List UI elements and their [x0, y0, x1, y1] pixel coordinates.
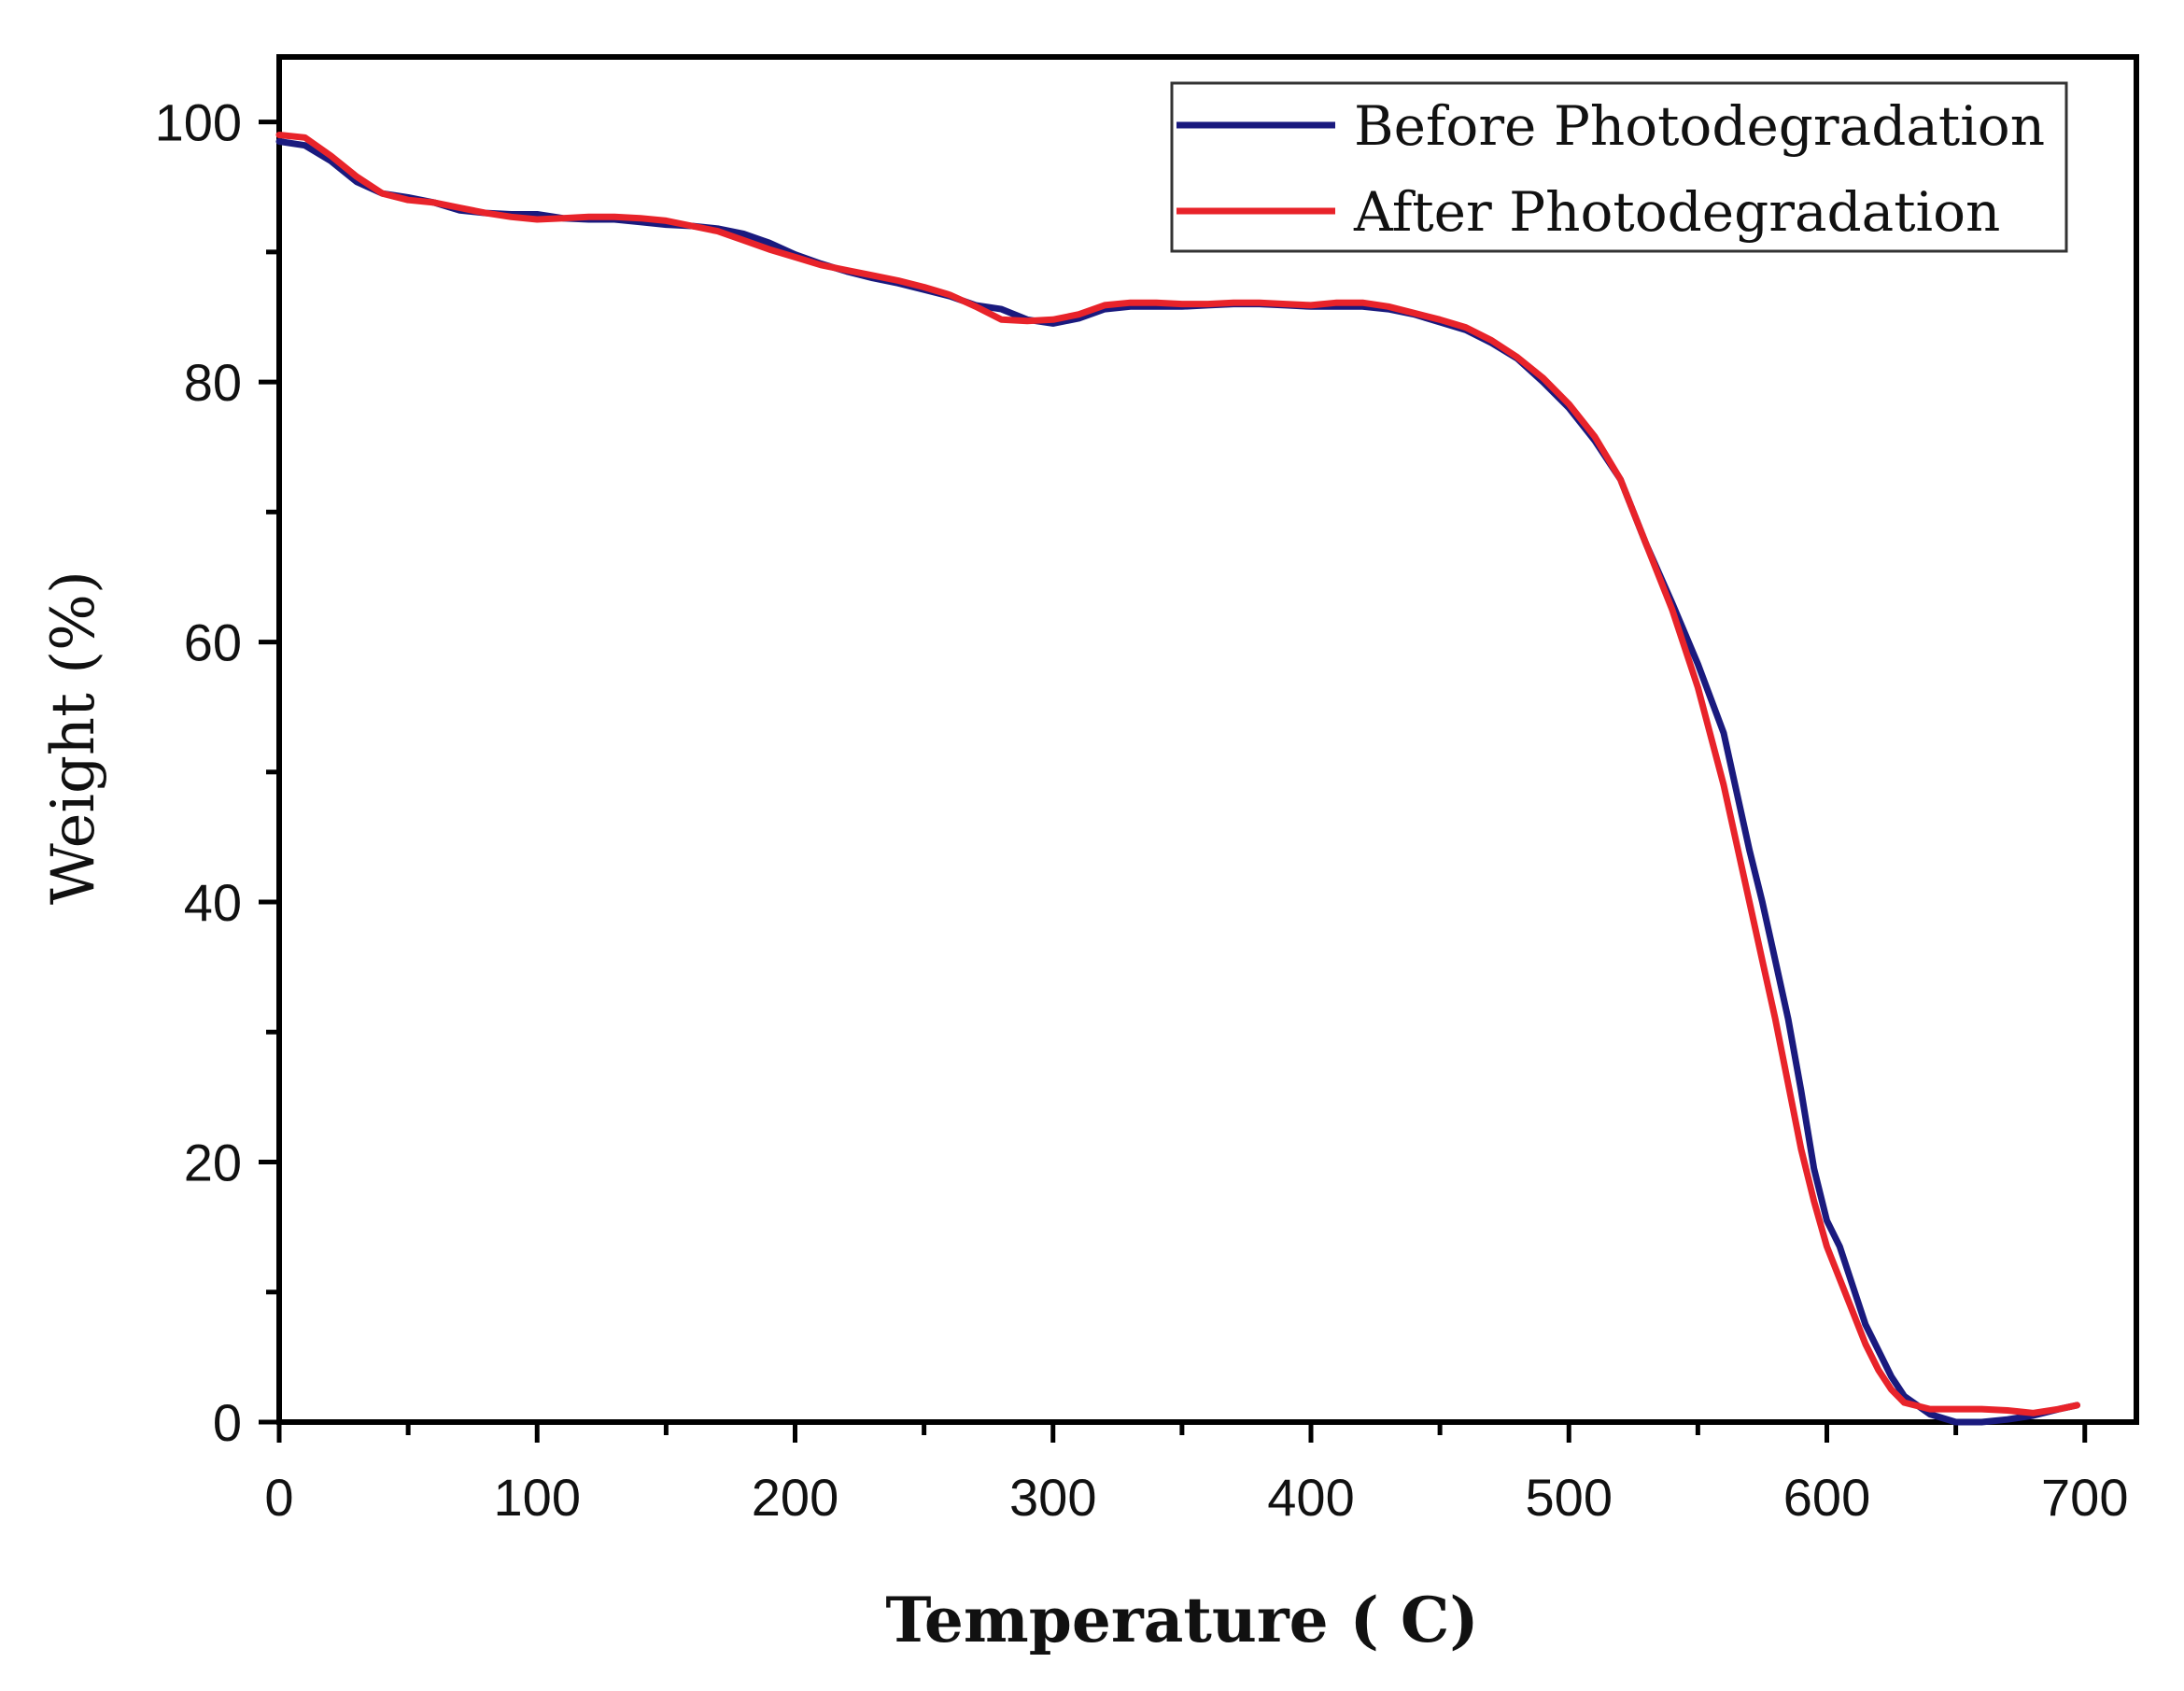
y-tick-label: 20	[184, 1134, 242, 1192]
x-tick-label: 400	[1267, 1468, 1354, 1527]
x-tick-label: 200	[752, 1468, 838, 1527]
y-axis-label: Weight (%)	[39, 571, 108, 905]
plot-frame	[276, 54, 2139, 1425]
x-tick-label: 700	[2041, 1468, 2128, 1527]
y-tick-label: 40	[184, 873, 242, 932]
y-axis-ticks: 0 20 40 60 80 100	[155, 93, 279, 1452]
x-axis-label: Temperature ( C)	[885, 1584, 1478, 1656]
x-tick-label: 500	[1526, 1468, 1613, 1527]
x-tick-label: 0	[264, 1468, 293, 1527]
legend-box	[1170, 81, 2068, 253]
x-tick-label: 600	[1783, 1468, 1870, 1527]
legend: Before Photodegradation After Photodegra…	[1170, 81, 2068, 253]
series-line-after	[275, 132, 2080, 1416]
y-tick-label: 100	[155, 93, 242, 152]
x-axis-ticks: 0 100 200 300 400 500 600 700	[264, 1422, 2128, 1527]
legend-label-after: After Photodegradation	[1353, 180, 2000, 244]
legend-label-before: Before Photodegradation	[1354, 94, 2045, 158]
y-tick-label: 60	[184, 613, 242, 672]
y-tick-label: 0	[213, 1393, 242, 1452]
series-layer	[275, 132, 2080, 1426]
x-tick-label: 100	[494, 1468, 581, 1527]
y-tick-label: 80	[184, 353, 242, 412]
x-tick-label: 300	[1009, 1468, 1096, 1527]
